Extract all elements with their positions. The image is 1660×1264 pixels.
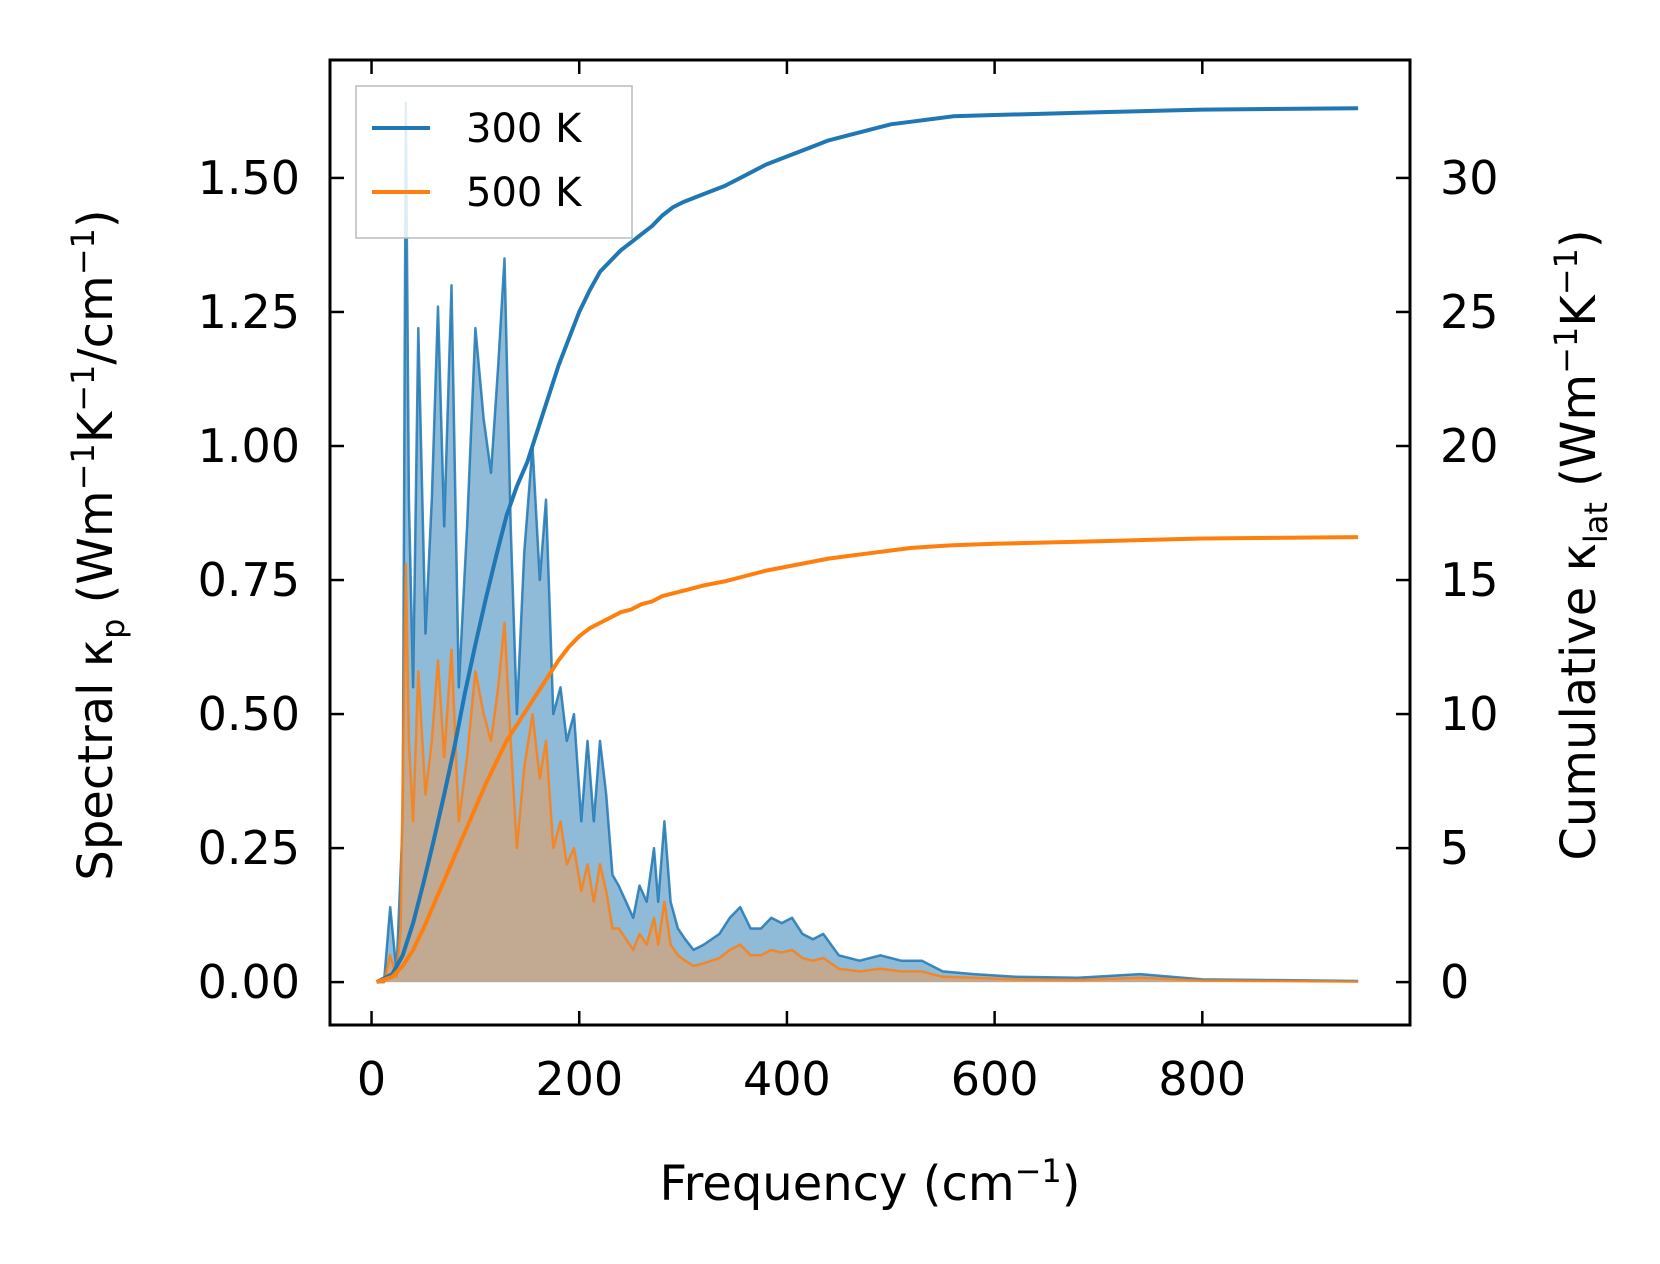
cumulative-line-300k	[375, 106, 1359, 984]
y-left-tick-label: 1.50	[198, 151, 300, 205]
y-right-tick-label: 15	[1440, 553, 1499, 607]
plot-frame	[328, 58, 1412, 1027]
y-right-tick-label: 5	[1440, 821, 1469, 875]
spectral-line-300k	[376, 101, 1359, 984]
spectral-line-500k	[376, 562, 1359, 984]
y-left-tick-label: 0.50	[198, 687, 300, 741]
y-left-axis-title: Spectral κp (Wm−1K−1/cm−1)	[64, 209, 132, 880]
x-tick-label: 600	[951, 1052, 1039, 1106]
y-right-tick-label: 20	[1440, 419, 1499, 473]
plot-content	[375, 101, 1359, 984]
axis-ticks: 0 200 400 600 8000.000.250.500.751.001.251.5…	[198, 60, 1499, 1106]
y-right-tick-label: 25	[1440, 285, 1499, 339]
x-tick-label: 200	[535, 1052, 623, 1106]
y-left-tick-label: 0.75	[198, 553, 300, 607]
cumulative-line-500k	[376, 535, 1359, 984]
y-right-tick-label: 30	[1440, 151, 1499, 205]
y-left-tick-label: 1.00	[198, 419, 300, 473]
y-left-tick-label: 0.25	[198, 821, 300, 875]
y-right-tick-label: 10	[1440, 687, 1499, 741]
y-right-axis-title: Cumulative κlat (Wm−1K−1)	[1547, 229, 1615, 860]
x-axis-title: Frequency (cm−1)	[659, 1152, 1080, 1212]
legend-label-500k: 500 K	[466, 170, 583, 216]
y-right-tick-label: 0	[1440, 955, 1469, 1009]
y-left-tick-label: 0.00	[198, 955, 300, 1009]
legend-box	[355, 85, 633, 239]
x-tick-label: 400	[743, 1052, 831, 1106]
y-left-tick-label: 1.25	[198, 285, 300, 339]
legend: 300 K 500 K	[355, 85, 633, 239]
x-tick-label: 800	[1158, 1052, 1246, 1106]
spectral-area-500k	[376, 563, 1359, 983]
x-tick-label: 0	[357, 1052, 386, 1106]
legend-label-300k: 300 K	[466, 106, 583, 152]
